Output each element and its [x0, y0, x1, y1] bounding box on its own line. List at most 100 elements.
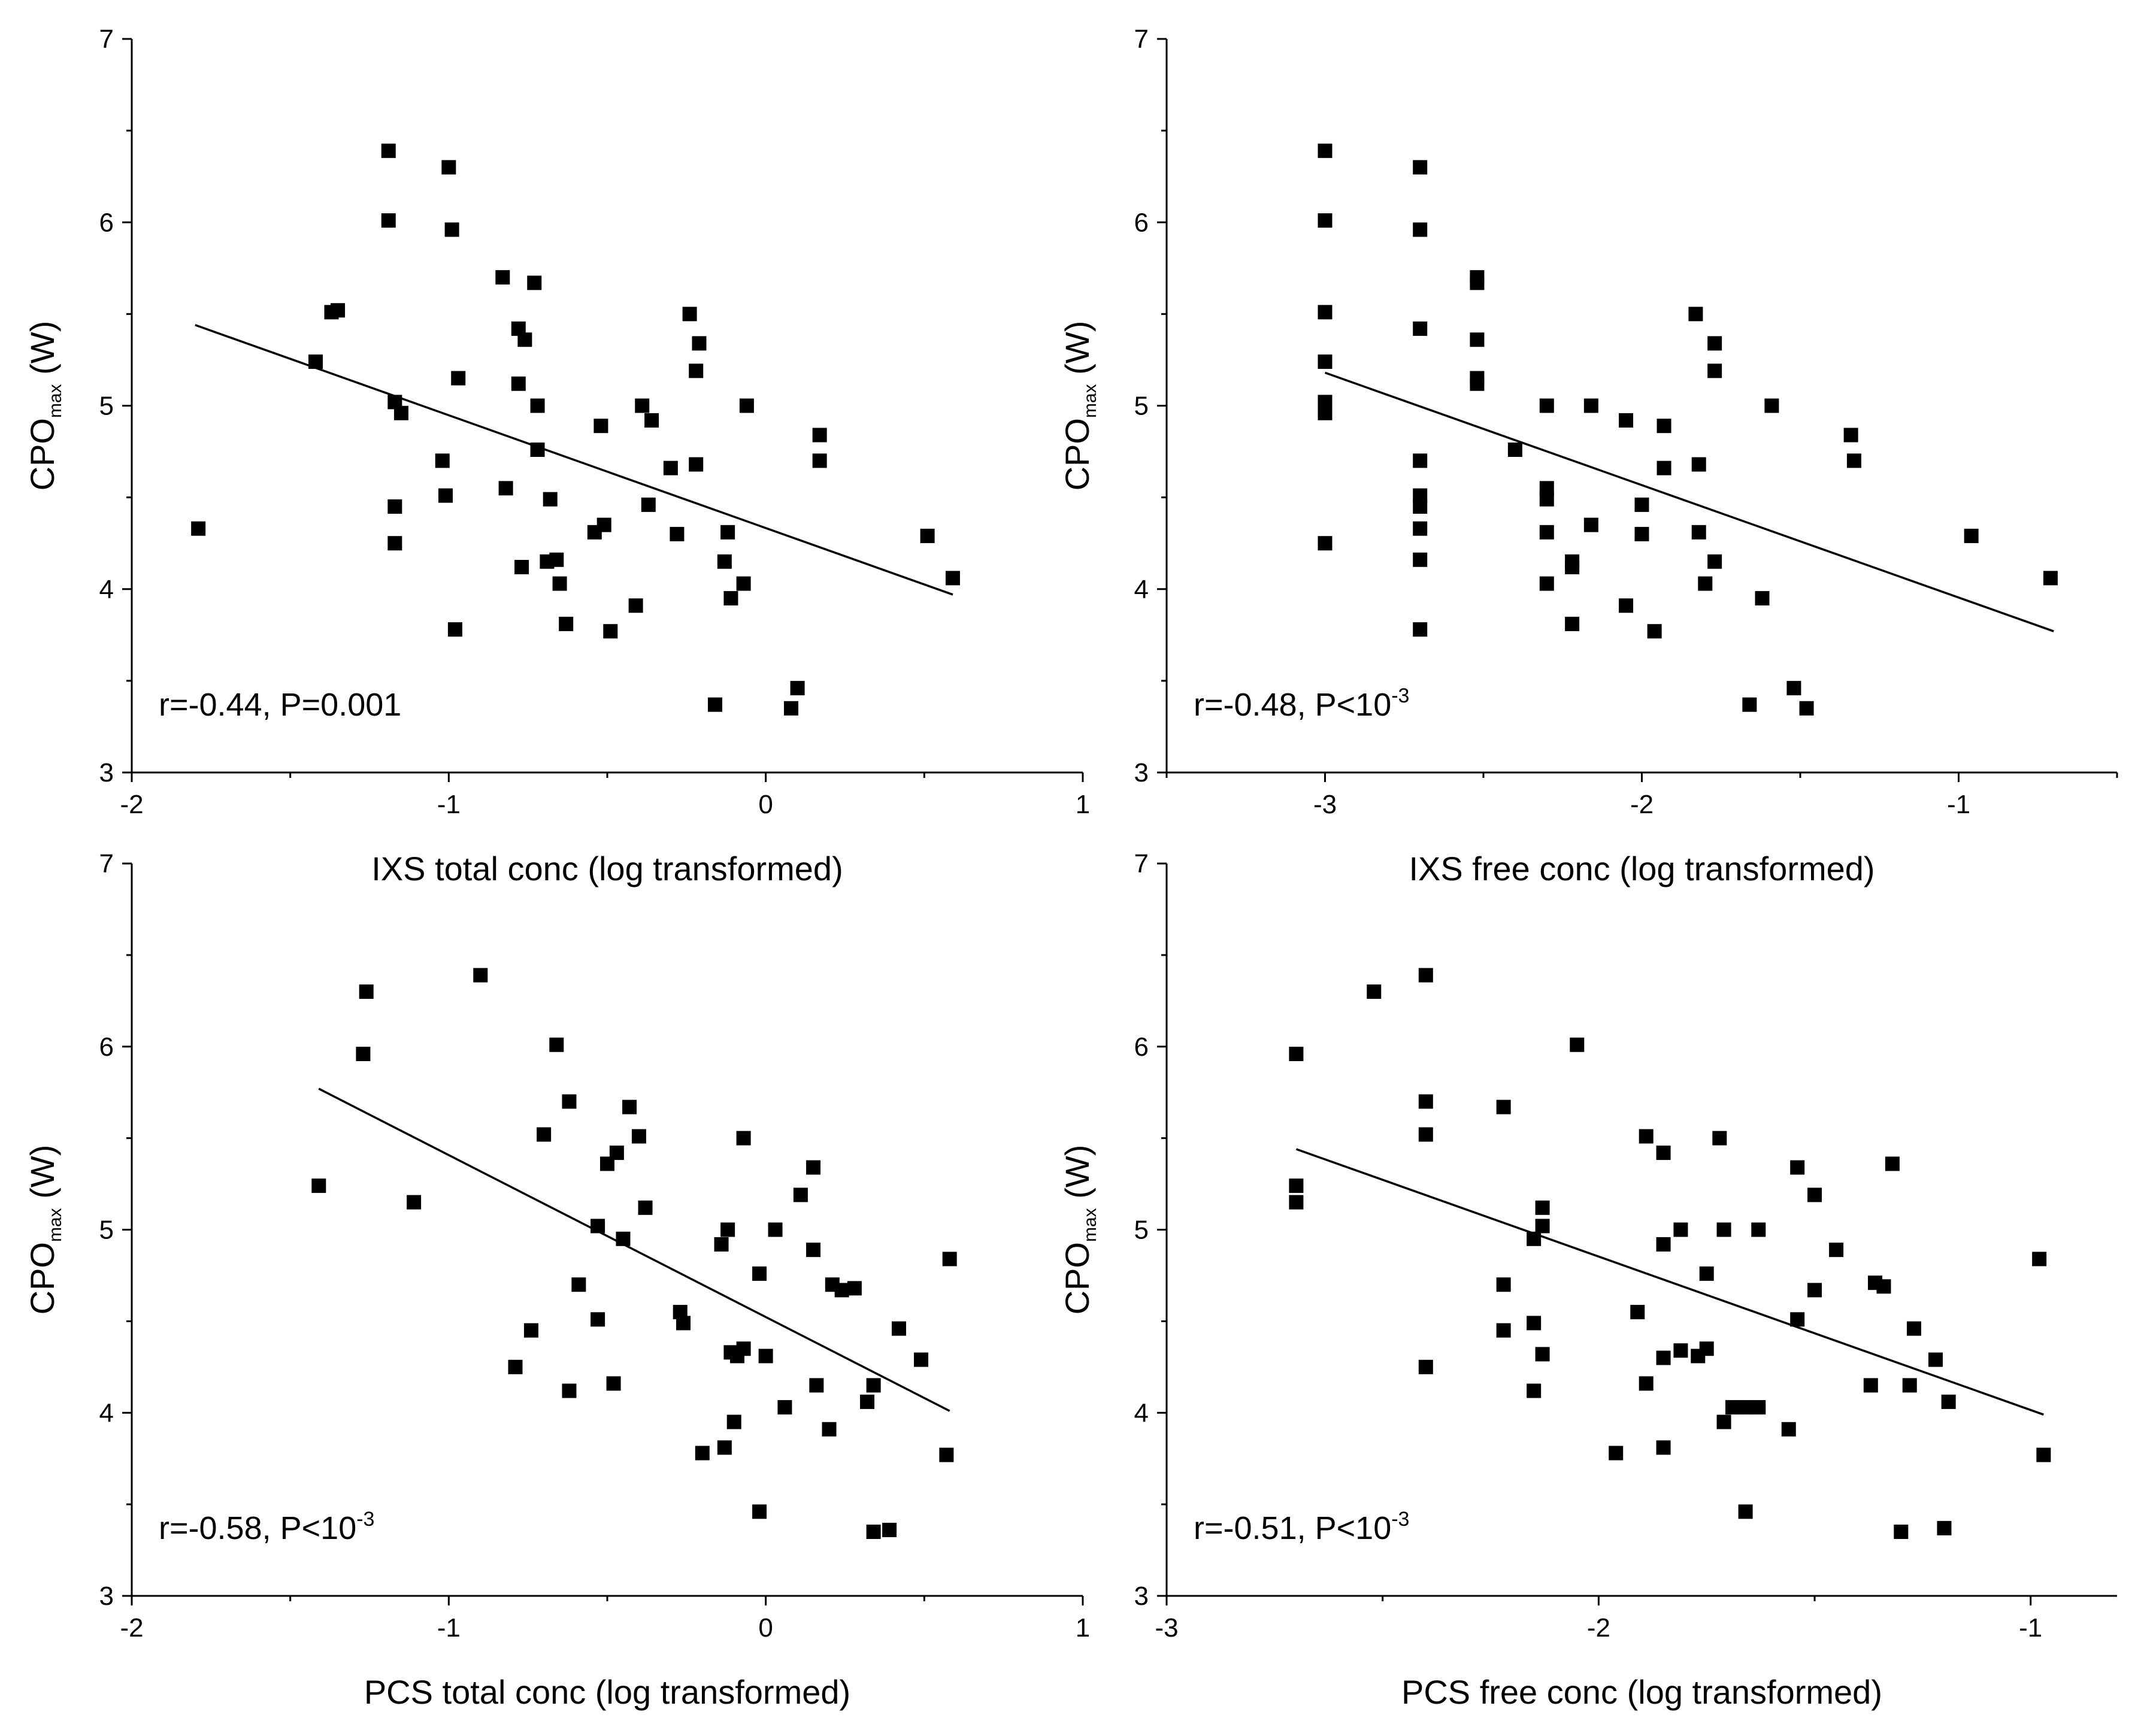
data-point — [1609, 1446, 1624, 1461]
data-point — [1688, 307, 1703, 322]
data-point — [692, 336, 707, 351]
data-point — [1699, 1341, 1714, 1356]
data-point — [444, 222, 459, 237]
data-point — [723, 591, 738, 606]
x-tick-label: -3 — [1313, 790, 1337, 819]
data-point — [1781, 1422, 1796, 1437]
data-point — [717, 554, 732, 569]
x-tick-label: -2 — [120, 1613, 143, 1643]
data-point — [682, 307, 697, 322]
data-point — [1619, 413, 1634, 428]
data-point — [793, 1187, 808, 1202]
data-point — [1751, 1400, 1766, 1415]
data-point — [635, 398, 650, 413]
data-point — [834, 1283, 849, 1298]
data-point — [1630, 1305, 1645, 1320]
data-point — [1656, 1146, 1671, 1161]
panel-pcs-free: 3 4 5 6 7 -3 -2 -1 PCS free conc (log transforme… — [1058, 849, 2117, 1711]
correlation-annotation: r=-0.51, P<10-3 — [1194, 1508, 1409, 1546]
data-point — [1829, 1243, 1844, 1258]
data-point — [717, 1440, 732, 1455]
data-point — [628, 598, 643, 613]
x-axis-title: IXS total conc (log transformed) — [371, 850, 843, 887]
data-point — [752, 1266, 767, 1281]
data-point — [1863, 1378, 1878, 1393]
y-tick-label: 3 — [99, 1582, 114, 1611]
data-point — [559, 616, 574, 631]
y-axis-title: CPOmax (W) — [1058, 321, 1100, 491]
data-point — [331, 303, 346, 318]
data-point — [1707, 554, 1722, 569]
data-point — [1318, 143, 1333, 158]
correlation-annotation: r=-0.44, P=0.001 — [159, 687, 401, 723]
x-tick-label: -2 — [120, 790, 143, 819]
data-point — [1565, 616, 1580, 631]
data-point — [606, 1376, 621, 1391]
data-point — [1289, 1195, 1304, 1210]
data-point — [1507, 443, 1522, 457]
data-point — [809, 1378, 824, 1393]
data-point — [1470, 332, 1485, 347]
data-point — [920, 528, 935, 543]
data-point — [1937, 1520, 1952, 1535]
data-point — [847, 1281, 862, 1296]
data-point — [631, 1129, 646, 1144]
x-tick-label: -1 — [437, 1613, 461, 1643]
data-point — [549, 552, 564, 567]
correlation-annotation: r=-0.48, P<10-3 — [1194, 684, 1409, 723]
data-point — [822, 1422, 837, 1437]
data-point — [689, 363, 704, 378]
data-point — [1742, 697, 1757, 712]
data-point — [1639, 1376, 1654, 1391]
y-tick-label: 7 — [1134, 849, 1149, 878]
data-point — [784, 701, 799, 716]
data-point — [1318, 213, 1333, 228]
data-point — [562, 1383, 577, 1398]
data-point — [942, 1252, 957, 1267]
data-point — [1656, 1237, 1671, 1252]
data-point — [1539, 525, 1554, 540]
data-point — [1656, 1350, 1671, 1365]
data-point — [882, 1522, 897, 1537]
data-point — [1647, 624, 1662, 639]
y-tick-label: 6 — [99, 208, 114, 237]
y-tick-label: 5 — [1134, 1216, 1149, 1245]
data-point — [1539, 492, 1554, 507]
data-point — [517, 332, 532, 347]
data-point — [1619, 598, 1634, 613]
data-point — [1716, 1414, 1731, 1429]
data-point — [1535, 1200, 1550, 1215]
data-point — [1535, 1219, 1550, 1234]
data-point — [1496, 1277, 1511, 1292]
data-point — [1691, 525, 1706, 540]
data-point — [736, 1341, 751, 1356]
data-point — [812, 428, 827, 443]
data-point — [866, 1378, 881, 1393]
x-tick-label: -2 — [1587, 1613, 1610, 1643]
data-point — [514, 560, 529, 574]
regression-line — [195, 324, 953, 596]
data-point — [670, 526, 685, 541]
correlation-annotation: r=-0.58, P<10-3 — [159, 1508, 374, 1546]
x-tick-label: -1 — [2019, 1613, 2042, 1643]
data-point — [739, 398, 754, 413]
data-point — [1707, 336, 1722, 351]
data-point — [387, 536, 402, 551]
x-axis-title: IXS free conc (log transformed) — [1409, 850, 1874, 887]
data-point — [1639, 1129, 1654, 1144]
data-point — [1413, 453, 1428, 468]
y-tick-label: 6 — [1134, 208, 1149, 237]
data-point — [866, 1524, 881, 1539]
data-point — [603, 624, 618, 639]
data-point — [1699, 1266, 1714, 1281]
data-point — [1894, 1524, 1909, 1539]
data-point — [552, 576, 567, 591]
y-tick-label: 5 — [99, 1216, 114, 1245]
data-point — [1289, 1046, 1304, 1061]
data-point — [2043, 571, 2058, 586]
y-tick-label: 3 — [1134, 1582, 1149, 1611]
data-point — [1751, 1222, 1766, 1237]
y-tick-label: 4 — [99, 575, 114, 604]
data-point — [1657, 460, 1671, 475]
data-point — [311, 1178, 326, 1193]
